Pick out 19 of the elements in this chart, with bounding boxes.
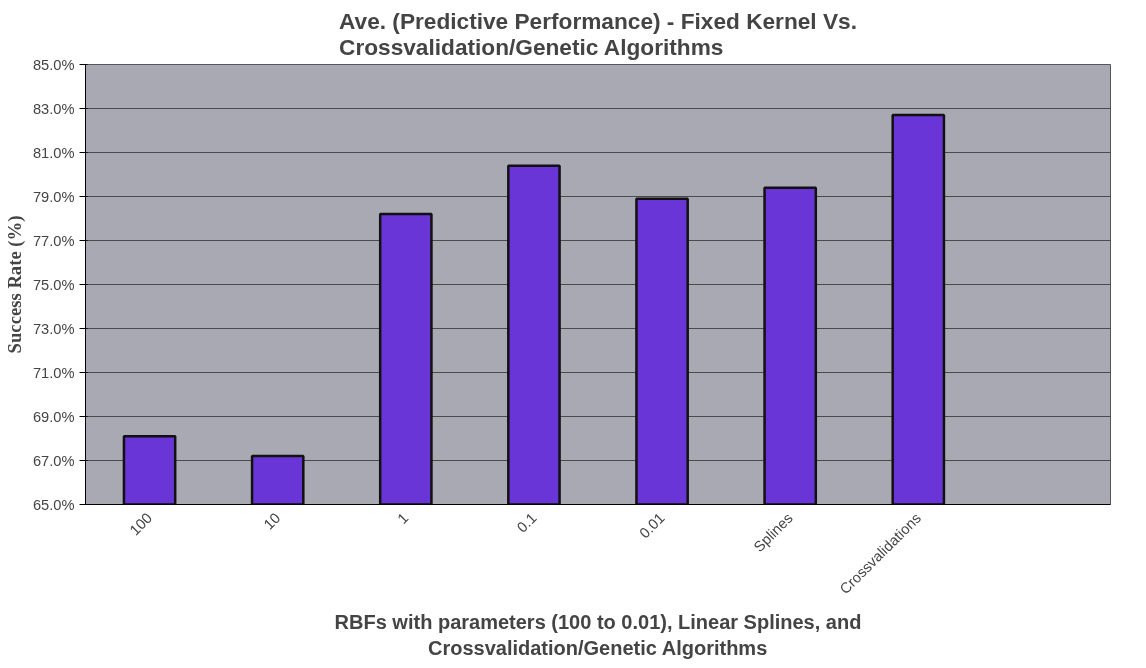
y-tick-label: 79.0%: [32, 188, 75, 205]
y-axis-title: Success Rate (%): [3, 215, 26, 354]
x-tick-label: 100: [126, 509, 156, 539]
y-tick-label: 81.0%: [32, 144, 75, 161]
y-tick-label: 67.0%: [32, 452, 75, 469]
y-tick-label: 69.0%: [32, 408, 75, 425]
y-tick-label: 77.0%: [32, 232, 75, 249]
x-tick-label: 1: [394, 509, 412, 527]
y-tick-label: 71.0%: [32, 364, 75, 381]
y-tick-label: 83.0%: [32, 100, 75, 117]
y-tick-label: 85.0%: [32, 56, 75, 73]
y-tick-label: 75.0%: [32, 276, 75, 293]
chart-title: Ave. (Predictive Performance) - Fixed Kernel Vs. Crossvalidation/Genetic Algorithms: [339, 7, 857, 60]
x-tick-label: 0.01: [636, 509, 668, 542]
x-tick-label: 10: [260, 509, 284, 533]
x-axis-title: RBFs with parameters (100 to 0.01), Linear Splines, and Crossvalidation/Genetic Algorithms: [334, 610, 862, 660]
y-tick-label: 73.0%: [32, 320, 75, 337]
x-tick-label: 0.1: [513, 509, 540, 536]
y-tick-label: 65.0%: [32, 496, 75, 513]
